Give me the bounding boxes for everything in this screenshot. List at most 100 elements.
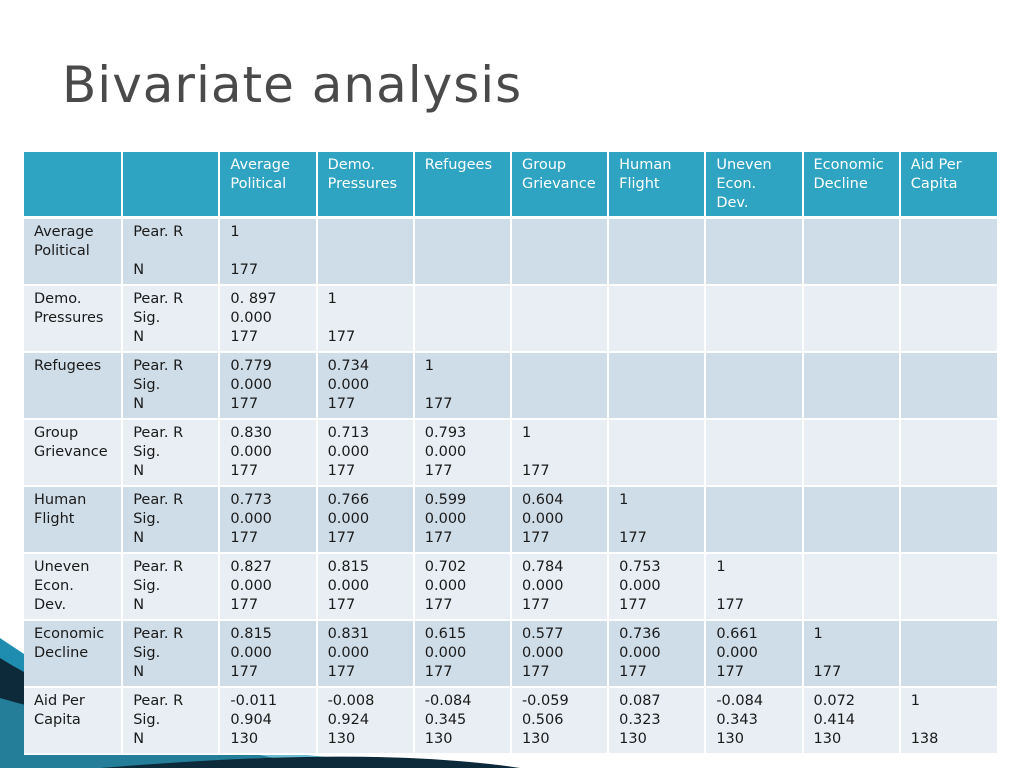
row-label: Economic Decline: [24, 621, 124, 688]
table-row: Aid Per Capita Pear. R Sig. N -0.011 0.9…: [24, 688, 999, 755]
table-cell: 0.784 0.000 177: [511, 554, 610, 621]
table-cell: 1 177: [511, 420, 610, 487]
row-label: Aid Per Capita: [24, 688, 124, 755]
table-cell: [803, 420, 901, 487]
table-cell: 0. 897 0.000 177: [220, 286, 318, 353]
table-cell: 0.615 0.000 177: [414, 621, 512, 688]
row-label: Uneven Econ. Dev.: [24, 554, 124, 621]
header-cell: Uneven Econ. Dev.: [706, 152, 804, 219]
table-cell: 0.599 0.000 177: [414, 487, 512, 554]
table-cell: [900, 219, 999, 286]
table-cell: [803, 487, 901, 554]
table-row: Human Flight Pear. R Sig. N 0.773 0.000 …: [24, 487, 999, 554]
table-cell: [706, 353, 804, 420]
header-cell: Refugees: [414, 152, 512, 219]
table-cell: [706, 420, 804, 487]
table-cell: -0.084 0.345 130: [414, 688, 512, 755]
table-cell: [609, 353, 707, 420]
table-cell: [803, 219, 901, 286]
table-cell: [609, 219, 707, 286]
table-cell: 0.072 0.414 130: [803, 688, 901, 755]
table-cell: 0.766 0.000 177: [317, 487, 415, 554]
table-cell: [511, 353, 610, 420]
header-cell: [123, 152, 221, 219]
table-cell: -0.011 0.904 130: [220, 688, 318, 755]
stat-label: Pear. R Sig. N: [123, 621, 221, 688]
header-cell: Economic Decline: [803, 152, 901, 219]
table-cell: 0.734 0.000 177: [317, 353, 415, 420]
correlation-table: Average Political Demo. Pressures Refuge…: [24, 152, 999, 755]
row-label: Demo. Pressures: [24, 286, 124, 353]
header-cell: [24, 152, 124, 219]
stat-label: Pear. R Sig. N: [123, 353, 221, 420]
table-cell: 0.604 0.000 177: [511, 487, 610, 554]
table-row: Uneven Econ. Dev. Pear. R Sig. N 0.827 0…: [24, 554, 999, 621]
header-cell: Demo. Pressures: [317, 152, 415, 219]
table-cell: 1 177: [803, 621, 901, 688]
table-cell: 1 177: [609, 487, 707, 554]
table-cell: [900, 487, 999, 554]
table-cell: [414, 286, 512, 353]
table-row: Demo. Pressures Pear. R Sig. N 0. 897 0.…: [24, 286, 999, 353]
table-cell: 0.713 0.000 177: [317, 420, 415, 487]
table-cell: 0.831 0.000 177: [317, 621, 415, 688]
table-cell: [609, 286, 707, 353]
table-cell: 1 138: [900, 688, 999, 755]
table-cell: [706, 286, 804, 353]
row-label: Refugees: [24, 353, 124, 420]
table-cell: 0.736 0.000 177: [609, 621, 707, 688]
stat-label: Pear. R Sig. N: [123, 286, 221, 353]
table-cell: 0.815 0.000 177: [317, 554, 415, 621]
table-cell: 0.827 0.000 177: [220, 554, 318, 621]
table-cell: 0.830 0.000 177: [220, 420, 318, 487]
table-cell: [414, 219, 512, 286]
stat-label: Pear. R Sig. N: [123, 420, 221, 487]
stat-label: Pear. R Sig. N: [123, 554, 221, 621]
table-cell: 1 177: [706, 554, 804, 621]
table-row: Economic Decline Pear. R Sig. N 0.815 0.…: [24, 621, 999, 688]
stat-label: Pear. R Sig. N: [123, 487, 221, 554]
header-cell: Human Flight: [609, 152, 707, 219]
table-cell: [900, 621, 999, 688]
page-title: Bivariate analysis: [62, 56, 523, 114]
table-cell: [609, 420, 707, 487]
table-cell: 0.661 0.000 177: [706, 621, 804, 688]
table-cell: -0.084 0.343 130: [706, 688, 804, 755]
table-cell: [706, 219, 804, 286]
table-cell: 0.773 0.000 177: [220, 487, 318, 554]
table-cell: 1 177: [317, 286, 415, 353]
table-cell: [803, 286, 901, 353]
table-cell: [900, 353, 999, 420]
stat-label: Pear. R Sig. N: [123, 688, 221, 755]
table-cell: -0.059 0.506 130: [511, 688, 610, 755]
table-cell: [900, 554, 999, 621]
table-cell: 1 177: [220, 219, 318, 286]
header-cell: Average Political: [220, 152, 318, 219]
header-row: Average Political Demo. Pressures Refuge…: [24, 152, 999, 219]
table-cell: 0.815 0.000 177: [220, 621, 318, 688]
table-cell: [511, 286, 610, 353]
table-cell: [317, 219, 415, 286]
table-row: Refugees Pear. R Sig. N 0.779 0.000 177 …: [24, 353, 999, 420]
stat-label: Pear. R N: [123, 219, 221, 286]
row-label: Average Political: [24, 219, 124, 286]
table-cell: [511, 219, 610, 286]
table-cell: [900, 286, 999, 353]
table-cell: 0.087 0.323 130: [609, 688, 707, 755]
table-cell: [803, 353, 901, 420]
table-cell: 0.779 0.000 177: [220, 353, 318, 420]
table-cell: 1 177: [414, 353, 512, 420]
header-cell: Aid Per Capita: [900, 152, 999, 219]
table-cell: [706, 487, 804, 554]
table-row: Average Political Pear. R N 1 177: [24, 219, 999, 286]
table-cell: 0.753 0.000 177: [609, 554, 707, 621]
table-cell: 0.702 0.000 177: [414, 554, 512, 621]
table-cell: 0.793 0.000 177: [414, 420, 512, 487]
table-cell: -0.008 0.924 130: [317, 688, 415, 755]
table-cell: [803, 554, 901, 621]
row-label: Group Grievance: [24, 420, 124, 487]
header-cell: Group Grievance: [511, 152, 610, 219]
table-row: Group Grievance Pear. R Sig. N 0.830 0.0…: [24, 420, 999, 487]
row-label: Human Flight: [24, 487, 124, 554]
table-cell: [900, 420, 999, 487]
